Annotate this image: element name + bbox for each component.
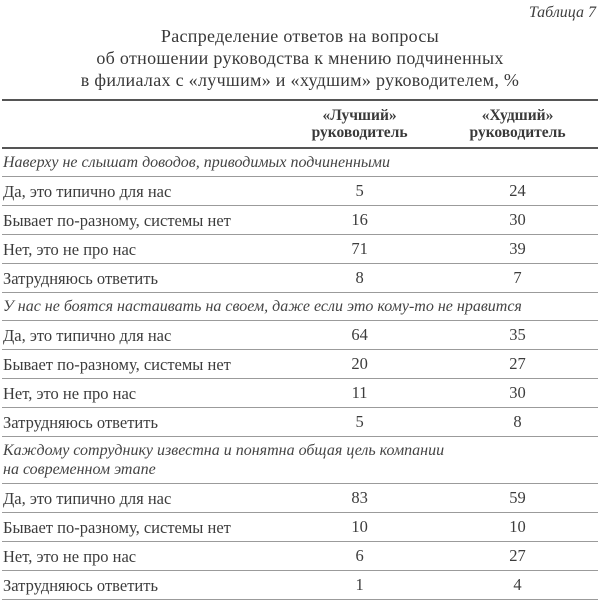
value-worst-leader: 59: [509, 488, 526, 507]
answer-row: Нет, это не про нас 6 27: [2, 542, 598, 571]
value-worst-leader: 39: [509, 239, 526, 258]
answer-row: Затрудняюсь ответить 1 4: [2, 571, 598, 600]
value-worst-leader: 27: [509, 546, 526, 565]
header-empty-cell: [2, 100, 282, 148]
value-best-leader: 1: [355, 575, 364, 594]
value-worst-leader: 30: [509, 210, 526, 229]
value-best-leader: 10: [351, 517, 368, 536]
value-best-leader: 8: [355, 268, 364, 287]
value-worst-leader: 35: [509, 325, 526, 344]
header-best-leader: «Лучший» руководитель: [311, 107, 408, 141]
section-row: Каждому сотруднику известна и понятна об…: [2, 437, 598, 484]
value-worst-leader: 4: [513, 575, 522, 594]
answer-row: Бывает по-разному, системы нет 10 10: [2, 513, 598, 542]
section-question: У нас не боятся настаивать на своем, даж…: [2, 293, 598, 321]
answer-label: Да, это типично для нас: [3, 488, 172, 508]
table-body: Наверху не слышат доводов, приводимых по…: [2, 148, 598, 600]
table-title: Распределение ответов на вопросы об отно…: [2, 25, 598, 91]
answer-row: Бывает по-разному, системы нет 20 27: [2, 350, 598, 379]
value-worst-leader: 24: [509, 181, 526, 200]
header-worst-leader: «Худший» руководитель: [469, 107, 566, 141]
answer-label: Нет, это не про нас: [3, 546, 137, 566]
answer-row: Затрудняюсь ответить 5 8: [2, 408, 598, 437]
section-question-line: Каждому сотруднику известна и понятна об…: [3, 442, 445, 459]
value-best-leader: 16: [351, 210, 368, 229]
answer-label: Затрудняюсь ответить: [3, 268, 158, 288]
section-question: Каждому сотруднику известна и понятна об…: [2, 437, 598, 484]
value-best-leader: 20: [351, 354, 368, 373]
value-best-leader: 5: [355, 181, 364, 200]
answer-label: Затрудняюсь ответить: [3, 575, 158, 595]
value-worst-leader: 10: [509, 517, 526, 536]
section-question-line: У нас не боятся настаивать на своем, даж…: [3, 298, 522, 315]
value-worst-leader: 30: [509, 383, 526, 402]
answer-row: Нет, это не про нас 11 30: [2, 379, 598, 408]
value-best-leader: 71: [351, 239, 368, 258]
section-row: У нас не боятся настаивать на своем, даж…: [2, 293, 598, 321]
answer-label: Бывает по-разному, системы нет: [3, 354, 231, 374]
answer-label: Да, это типично для нас: [3, 181, 172, 201]
answer-row: Нет, это не про нас 71 39: [2, 235, 598, 264]
answer-row: Затрудняюсь ответить 8 7: [2, 264, 598, 293]
section-question: Наверху не слышат доводов, приводимых по…: [2, 148, 598, 177]
value-best-leader: 6: [355, 546, 364, 565]
value-best-leader: 64: [351, 325, 368, 344]
header-row: «Лучший» руководитель «Худший» руководит…: [2, 100, 598, 148]
answer-label: Затрудняюсь ответить: [3, 412, 158, 432]
answer-label: Бывает по-разному, системы нет: [3, 210, 231, 230]
value-best-leader: 83: [351, 488, 368, 507]
table-header: «Лучший» руководитель «Худший» руководит…: [2, 100, 598, 148]
answer-row: Да, это типично для нас 5 24: [2, 177, 598, 206]
value-worst-leader: 27: [509, 354, 526, 373]
answer-row: Да, это типично для нас 64 35: [2, 321, 598, 350]
value-best-leader: 5: [355, 412, 364, 431]
answer-label: Нет, это не про нас: [3, 239, 137, 259]
title-line-2: об отношении руководства к мнению подчин…: [96, 48, 504, 68]
answer-label: Бывает по-разному, системы нет: [3, 517, 231, 537]
survey-table: «Лучший» руководитель «Худший» руководит…: [2, 99, 598, 600]
section-question-line: Наверху не слышат доводов, приводимых по…: [3, 154, 390, 171]
table-caption: Таблица 7: [528, 4, 596, 21]
value-worst-leader: 7: [513, 268, 522, 287]
value-best-leader: 11: [351, 383, 368, 402]
title-line-1: Распределение ответов на вопросы: [160, 26, 440, 46]
answer-row: Да, это типично для нас 83 59: [2, 484, 598, 513]
title-line-3: в филиалах с «лучшим» и «худшим» руковод…: [80, 70, 520, 90]
answer-label: Да, это типично для нас: [3, 325, 172, 345]
section-question-line: на современном этапе: [3, 461, 156, 478]
answer-label: Нет, это не про нас: [3, 383, 137, 403]
answer-row: Бывает по-разному, системы нет 16 30: [2, 206, 598, 235]
section-row: Наверху не слышат доводов, приводимых по…: [2, 148, 598, 177]
value-worst-leader: 8: [513, 412, 522, 431]
